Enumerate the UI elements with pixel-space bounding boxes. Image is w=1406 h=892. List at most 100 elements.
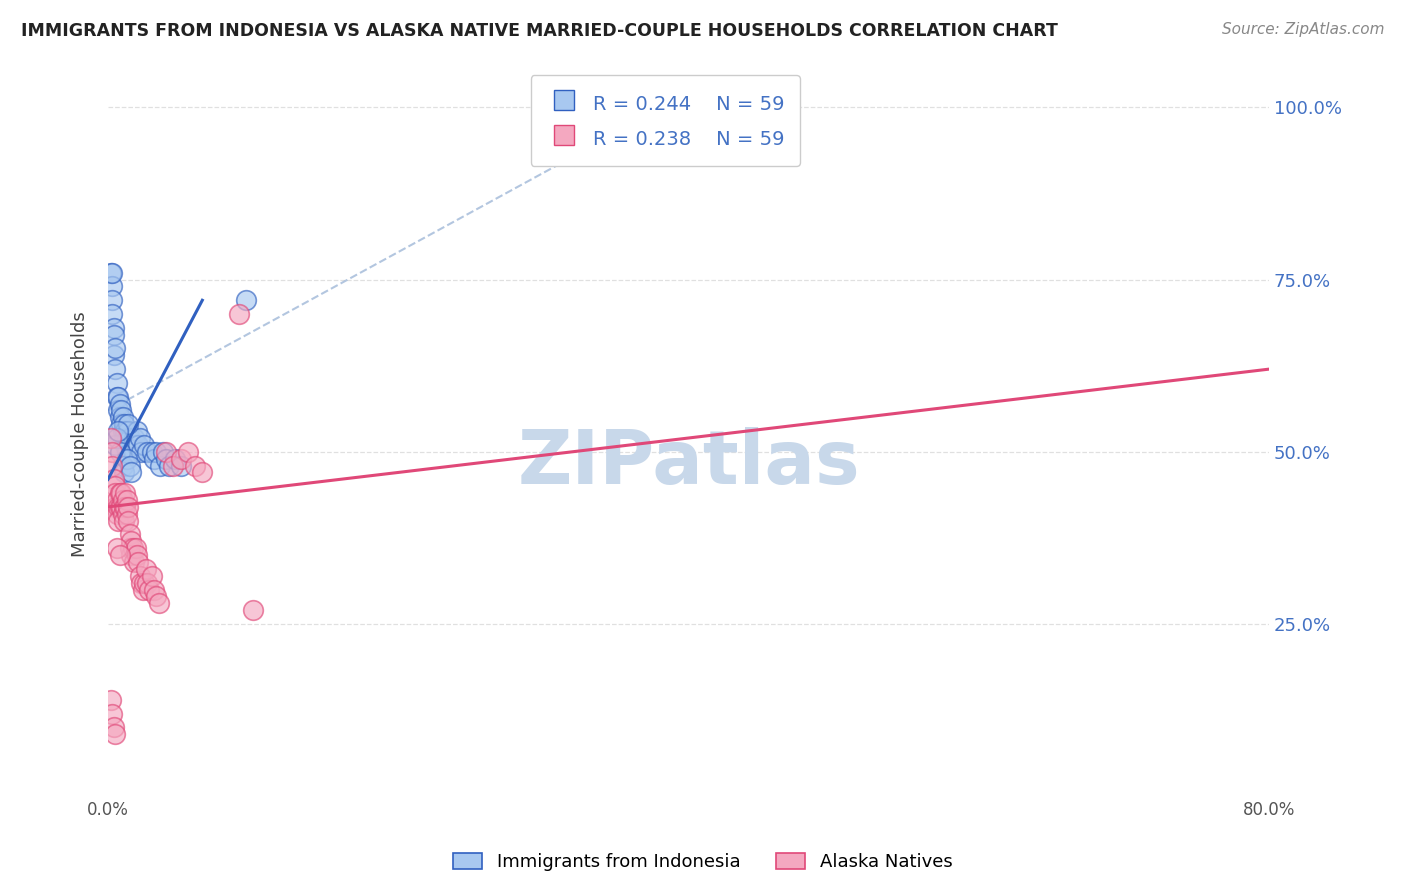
- Point: [141, 444, 163, 458]
- Point: [124, 438, 146, 452]
- Point: [101, 444, 124, 458]
- Point: [110, 403, 132, 417]
- Point: [145, 590, 167, 604]
- Point: [125, 548, 148, 562]
- Point: [107, 424, 129, 438]
- Point: [112, 514, 135, 528]
- Point: [138, 582, 160, 597]
- Point: [143, 582, 166, 597]
- Point: [105, 493, 128, 508]
- Point: [127, 555, 149, 569]
- Point: [242, 603, 264, 617]
- Point: [100, 692, 122, 706]
- Point: [235, 293, 257, 308]
- Point: [135, 562, 157, 576]
- Point: [114, 486, 136, 500]
- Point: [134, 438, 156, 452]
- Text: ZIPatlas: ZIPatlas: [517, 427, 860, 500]
- Point: [157, 458, 180, 473]
- Point: [125, 424, 148, 438]
- Point: [114, 424, 136, 438]
- Point: [104, 342, 127, 356]
- Point: [121, 444, 143, 458]
- Point: [131, 444, 153, 458]
- Point: [108, 410, 131, 425]
- Point: [110, 417, 132, 432]
- Point: [104, 727, 127, 741]
- Point: [101, 266, 124, 280]
- Point: [163, 451, 186, 466]
- Point: [148, 596, 170, 610]
- Point: [118, 431, 141, 445]
- Point: [118, 458, 141, 473]
- Point: [114, 500, 136, 514]
- Point: [105, 376, 128, 390]
- Point: [114, 438, 136, 452]
- Point: [103, 720, 125, 734]
- Legend: R = 0.244    N = 59, R = 0.238    N = 59: R = 0.244 N = 59, R = 0.238 N = 59: [530, 76, 800, 166]
- Point: [115, 507, 138, 521]
- Point: [122, 431, 145, 445]
- Point: [104, 438, 127, 452]
- Point: [108, 500, 131, 514]
- Point: [169, 458, 191, 473]
- Point: [117, 500, 139, 514]
- Text: Source: ZipAtlas.com: Source: ZipAtlas.com: [1222, 22, 1385, 37]
- Point: [136, 575, 159, 590]
- Point: [118, 541, 141, 556]
- Point: [111, 424, 134, 438]
- Point: [155, 451, 177, 466]
- Point: [115, 493, 138, 508]
- Point: [112, 431, 135, 445]
- Point: [115, 431, 138, 445]
- Point: [145, 444, 167, 458]
- Point: [101, 307, 124, 321]
- Point: [132, 582, 155, 597]
- Point: [100, 431, 122, 445]
- Point: [110, 486, 132, 500]
- Y-axis label: Married-couple Households: Married-couple Households: [72, 311, 89, 558]
- Point: [131, 575, 153, 590]
- Point: [120, 548, 142, 562]
- Point: [120, 438, 142, 452]
- Point: [121, 541, 143, 556]
- Point: [228, 307, 250, 321]
- Point: [122, 555, 145, 569]
- Point: [107, 500, 129, 514]
- Point: [111, 507, 134, 521]
- Point: [117, 514, 139, 528]
- Point: [103, 348, 125, 362]
- Point: [110, 500, 132, 514]
- Point: [112, 466, 135, 480]
- Point: [149, 458, 172, 473]
- Point: [124, 541, 146, 556]
- Point: [115, 451, 138, 466]
- Point: [118, 527, 141, 541]
- Text: IMMIGRANTS FROM INDONESIA VS ALASKA NATIVE MARRIED-COUPLE HOUSEHOLDS CORRELATION: IMMIGRANTS FROM INDONESIA VS ALASKA NATI…: [21, 22, 1057, 40]
- Point: [184, 458, 207, 473]
- Point: [111, 410, 134, 425]
- Point: [101, 458, 124, 473]
- Point: [129, 568, 152, 582]
- Point: [136, 444, 159, 458]
- Point: [134, 575, 156, 590]
- Point: [155, 444, 177, 458]
- Point: [104, 479, 127, 493]
- Point: [152, 444, 174, 458]
- Point: [120, 466, 142, 480]
- Point: [162, 458, 184, 473]
- Point: [108, 396, 131, 410]
- Point: [103, 321, 125, 335]
- Point: [103, 327, 125, 342]
- Point: [105, 431, 128, 445]
- Point: [112, 417, 135, 432]
- Point: [101, 279, 124, 293]
- Point: [105, 541, 128, 556]
- Point: [127, 438, 149, 452]
- Point: [104, 500, 127, 514]
- Legend: Immigrants from Indonesia, Alaska Natives: Immigrants from Indonesia, Alaska Native…: [446, 846, 960, 879]
- Point: [107, 514, 129, 528]
- Point: [122, 444, 145, 458]
- Point: [141, 568, 163, 582]
- Point: [117, 417, 139, 432]
